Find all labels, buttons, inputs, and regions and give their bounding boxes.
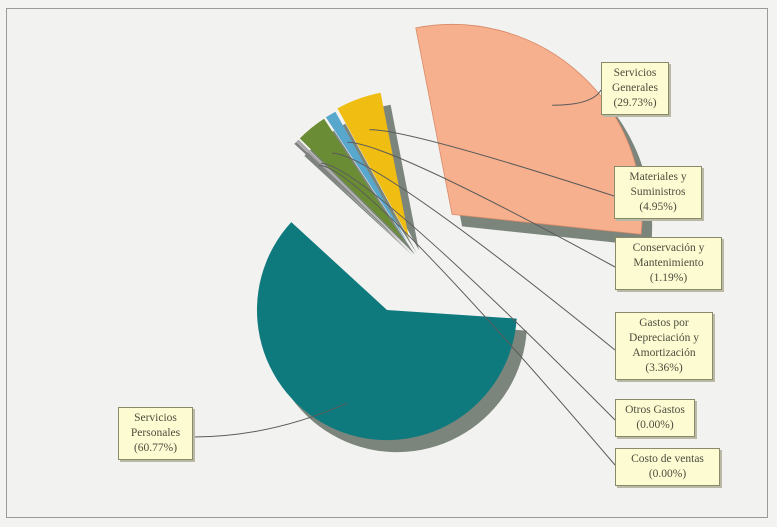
slice-gastos-por-depreciacion-y-amortizacion <box>299 118 405 243</box>
label-line-gastos-por-depreciacion-y-amortizacion-1: Depreciación y <box>629 332 699 344</box>
slice-materiales-y-suministros <box>337 92 409 239</box>
leader-line-layer <box>192 89 616 466</box>
leader-line-materiales-y-suministros <box>369 129 615 197</box>
label-line-gastos-por-depreciacion-y-amortizacion-3: (3.36%) <box>645 362 683 374</box>
label-conservacion-mantenimiento: Conservación y Mantenimiento (1.19%) <box>615 237 722 290</box>
leader-line-conservacion-y-mantenimiento <box>347 141 616 268</box>
label-line-gastos-por-depreciacion-y-amortizacion-2: Amortización <box>632 347 696 359</box>
label-line-costo-de-ventas-0: Costo de ventas <box>631 453 704 465</box>
label-line-costo-de-ventas-1: (0.00%) <box>648 468 687 480</box>
label-materiales-suministros: Materiales y Suministros (4.95%) <box>614 166 702 219</box>
leader-line-otros-gastos <box>320 162 616 421</box>
label-line-conservacion-y-mantenimiento-1: Mantenimiento <box>633 257 704 269</box>
label-line-servicios-personales-2: (60.77%) <box>133 442 178 454</box>
slice-conservacion-y-mantenimiento <box>325 111 407 242</box>
leader-line-servicios-generales <box>552 89 602 106</box>
pie-slice-layer <box>256 24 643 441</box>
label-line-materiales-y-suministros-2: (4.95%) <box>639 201 677 213</box>
label-line-servicios-generales-0: Servicios <box>613 67 657 79</box>
label-line-materiales-y-suministros-1: Suministros <box>630 186 686 198</box>
leader-line-gastos-por-depreciacion-y-amortizacion <box>331 152 616 351</box>
leader-line-servicios-personales <box>192 402 348 438</box>
label-servicios-generales: Servicios Generales (29.73%) <box>601 62 669 115</box>
label-line-materiales-y-suministros-0: Materiales y <box>629 171 687 183</box>
slice-costo-de-ventas <box>294 141 404 245</box>
label-line-servicios-generales-2: (29.73%) <box>613 97 657 109</box>
label-costo-ventas: Costo de ventas (0.00%) <box>615 448 720 486</box>
leader-line-costo-de-ventas <box>319 164 616 466</box>
label-otros-gastos: Otros Gastos (0.00%) <box>615 399 695 437</box>
label-line-conservacion-y-mantenimiento-0: Conservación y <box>632 242 705 254</box>
label-servicios-personales: Servicios Personales (60.77%) <box>118 407 193 460</box>
label-gastos-depreciacion: Gastos por Depreciación y Amortización (3.3… <box>615 312 713 380</box>
label-line-otros-gastos-0: Otros Gastos <box>625 404 685 416</box>
slice-shadow-costo-de-ventas <box>304 153 414 257</box>
slice-servicios-personales <box>256 222 517 441</box>
label-line-servicios-generales-1: Generales <box>612 82 658 94</box>
label-line-gastos-por-depreciacion-y-amortizacion-0: Gastos por <box>639 317 689 329</box>
label-line-otros-gastos-1: (0.00%) <box>636 419 674 431</box>
label-line-servicios-personales-1: Personales <box>130 427 181 439</box>
label-line-servicios-personales-0: Servicios <box>134 412 177 424</box>
slice-servicios-generales <box>415 24 643 235</box>
label-line-conservacion-y-mantenimiento-2: (1.19%) <box>649 272 688 284</box>
